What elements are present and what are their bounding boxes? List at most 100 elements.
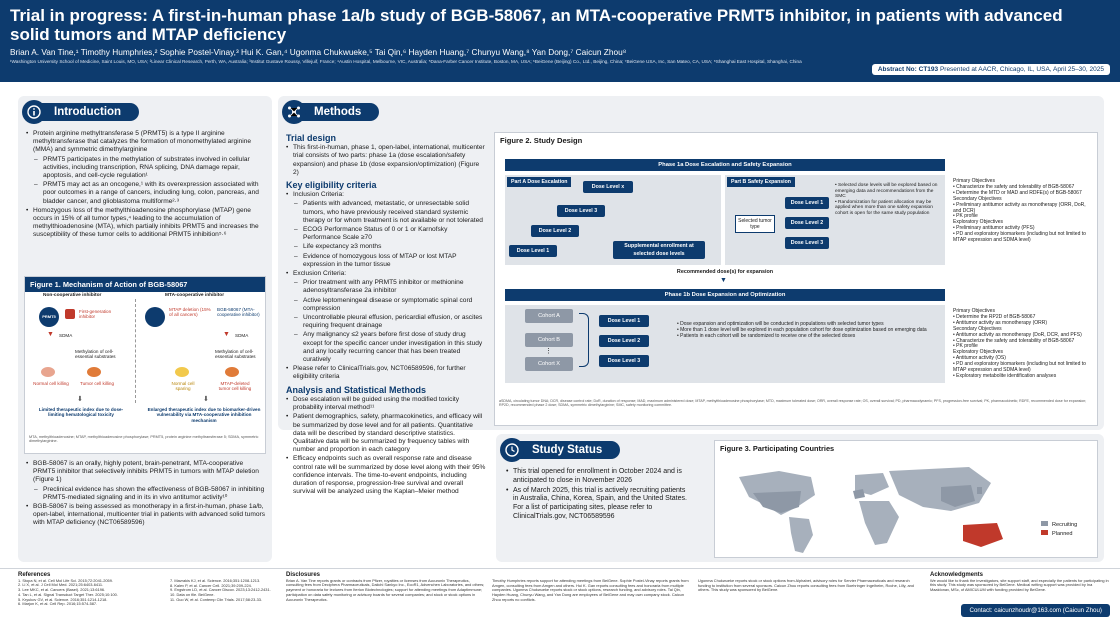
phase1a-bar: Phase 1a Dose Escalation and Safety Expa…	[505, 159, 945, 171]
intro-bullet-bgb: BGB-58067 is an orally, highly potent, b…	[26, 460, 266, 485]
united-states-shape	[753, 491, 801, 513]
introduction-title: Introduction	[40, 103, 140, 121]
randomize-brace-icon	[579, 313, 589, 367]
figure1-title: Figure 1. Mechanism of Action of BGB-580…	[25, 277, 265, 292]
korea-shape	[977, 487, 982, 494]
fig1-mtap-deletion: MTAP deletion (15% of all cancers)	[169, 307, 211, 318]
normal-cell-icon	[41, 367, 55, 377]
fig1-caption-left: Limited therapeutic index due to dose-li…	[38, 407, 124, 418]
cohort-b: Cohort B	[525, 333, 573, 347]
inclusion-4: Evidence of homozygous loss of MTAP or l…	[286, 253, 486, 269]
methods-panel: Methods Trial design This first-in-human…	[278, 96, 1104, 495]
down-arrow-right-icon: ▼	[223, 331, 230, 338]
rdfe-arrow-icon: ▼	[720, 277, 727, 284]
prmt5-label: PRMT5	[42, 314, 56, 319]
network-icon	[282, 100, 306, 124]
dose-level-3-a: Dose Level 3	[557, 205, 605, 217]
acknowledgments-column: Acknowledgments We would like to thank t…	[930, 572, 1110, 593]
exclusion-2: Active leptomeningeal disease or symptom…	[286, 297, 486, 313]
prmt5-icon: PRMT5	[39, 307, 59, 327]
tumor-cell-icon	[87, 367, 101, 377]
cohort-x: Cohort X	[525, 357, 573, 371]
dose-level-2-a: Dose Level 2	[531, 225, 579, 237]
clinicaltrials-note: Please refer to ClinicalTrials.gov, NCT0…	[286, 365, 486, 381]
figure2-abbreviations: aSDMA, circulating tumor DNA; DCR, disea…	[499, 399, 1087, 408]
figure3-title: Figure 3. Participating Countries	[715, 441, 1097, 456]
fig1-bottom-arrow-right: ⬇	[203, 396, 209, 403]
analysis-1: Dose escalation will be guided using the…	[286, 396, 486, 412]
legend-planned-label: Planned	[1052, 531, 1073, 537]
phase1b-bar: Phase 1b Dose Expansion and Optimization	[505, 289, 945, 301]
disclosures-text-1: Brian A. Van Tine reports grants or cont…	[286, 577, 485, 602]
acknowledgments-heading: Acknowledgments	[930, 572, 984, 578]
dose-level-x: Dose Level x	[583, 181, 633, 193]
figure3-legend: Recruiting Planned	[1041, 521, 1077, 539]
fig1-sdma-left: SDMA	[59, 333, 73, 338]
part-a-label: Part A Dose Escalation	[507, 177, 572, 187]
fig1-methylation-left: Methylation of cell-essential substrates	[75, 349, 116, 360]
poster-title: Trial in progress: A first-in-human phas…	[10, 6, 1063, 44]
introduction-header: Introduction	[22, 100, 140, 124]
figure1-box: Figure 1. Mechanism of Action of BGB-580…	[24, 276, 266, 454]
exclusion-3: Uncontrollable pleural effusion, pericar…	[286, 314, 486, 330]
phase1b-box	[505, 305, 945, 383]
fig1-bgb-label: BGB-58067 (MTA-cooperative inhibitor)	[217, 307, 260, 318]
acknowledgments-text: We would like to thank the investigators…	[930, 577, 1109, 593]
status-title: Study Status	[518, 441, 621, 459]
europe-shape	[855, 473, 889, 495]
spain-shape	[853, 489, 865, 499]
intro-subbullet-oncogene: PRMT5 may act as an oncogene,¹ with its …	[26, 181, 266, 206]
legend-planned: Planned	[1041, 530, 1077, 539]
references-column: References 1. Stopa N, et al. Cell Mol L…	[18, 572, 168, 607]
fig1-caption-right: Enlarged therapeutic index due to biomar…	[147, 407, 261, 423]
disclosures-text-3: Ugonma Chukwueke reports stock or stock …	[698, 578, 914, 593]
analysis-2: Patient demographics, safety, pharmacoki…	[286, 413, 486, 454]
trial-design-list: This first-in-human, phase 1, open-label…	[286, 144, 486, 177]
eligibility-list: Inclusion Criteria: Patients with advanc…	[286, 191, 486, 381]
disclosures-text-2: Timothy Humphries reports support for at…	[492, 578, 689, 602]
selected-tumor-label: Selected tumor type	[738, 218, 772, 230]
part-b-label: Part B Safety Expansion	[727, 177, 795, 187]
intro-bullets-bottom: BGB-58067 is an orally, highly potent, b…	[26, 460, 266, 529]
inhibitor-icon	[65, 309, 75, 319]
figure2-title: Figure 2. Study Design	[495, 133, 1097, 148]
inclusion-label: Inclusion Criteria:	[286, 191, 486, 199]
disclosures-column-2: Timothy Humphries reports support for at…	[492, 578, 692, 603]
phase1a-objectives: Primary Objectives • Characterize the sa…	[953, 178, 1086, 244]
china-shape	[941, 485, 975, 507]
status-enrollment: This trial opened for enrollment in Octo…	[506, 468, 692, 486]
inclusion-1: Patients with advanced, metastatic, or u…	[286, 200, 486, 225]
fig1-bottom-arrow-left: ⬇	[77, 396, 83, 403]
dose-level-2-b: Dose Level 2	[785, 217, 829, 229]
methods-title: Methods	[300, 103, 380, 121]
cohort-a: Cohort A	[525, 309, 573, 323]
trial-design-text: This first-in-human, phase 1, open-label…	[286, 144, 486, 177]
cohort-dots: ⋮	[545, 348, 552, 355]
fig1-normal-killing: Normal cell killing	[33, 381, 69, 386]
poster-header: Trial in progress: A first-in-human phas…	[0, 0, 1120, 82]
methods-text-column: Trial design This first-in-human, phase …	[286, 130, 486, 497]
fig1-divider	[135, 299, 136, 403]
info-icon	[22, 100, 46, 124]
abstract-badge: Abstract No: CT193 Presented at AACR, Ch…	[871, 64, 1110, 75]
contact-badge[interactable]: Contact: caicunzhoudr@163.com (Caicun Zh…	[961, 604, 1110, 617]
abstract-presented: Presented at AACR, Chicago, IL, USA, Apr…	[938, 66, 1104, 73]
status-header: Study Status	[500, 438, 621, 462]
inclusion-2: ECOG Performance Status of 0 or 1 or Kar…	[286, 226, 486, 242]
poster-footer: References 1. Stopa N, et al. Cell Mol L…	[0, 568, 1120, 630]
dose-level-3-b: Dose Level 3	[785, 237, 829, 249]
recruiting-swatch	[1041, 521, 1048, 526]
analysis-3: Efficacy endpoints such as overall respo…	[286, 455, 486, 496]
australia-shape	[963, 523, 1003, 547]
methods-header: Methods	[282, 100, 380, 124]
introduction-panel: Introduction Protein arginine methyltran…	[18, 96, 272, 562]
fig1-right-label: MTA-cooperative inhibitor	[165, 293, 225, 298]
phase1b-dose-3: Dose Level 3	[599, 355, 649, 367]
world-map	[739, 467, 1003, 553]
africa-shape	[859, 501, 899, 545]
phase1b-notes: • Dose expansion and optimization will b…	[677, 321, 927, 339]
supplemental-enrollment: Supplemental enrollment at selected dose…	[613, 241, 705, 259]
references-column-2: 7. Mavrakis KJ, et al. Science. 2016;351…	[170, 578, 280, 603]
mtap-tumor-cell-icon	[225, 367, 239, 377]
